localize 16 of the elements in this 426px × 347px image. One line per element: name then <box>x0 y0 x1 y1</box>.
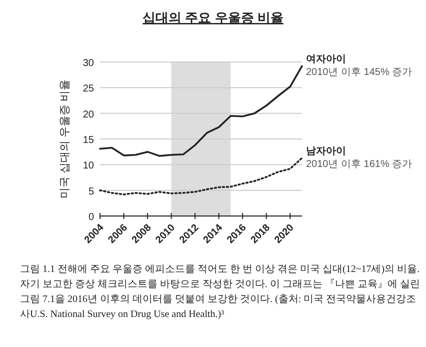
annotation: 2010년 이후 161% 증가 <box>306 158 412 170</box>
line-series <box>99 157 303 196</box>
caption: 그림 1.1 전해에 주요 우울증 에피소드를 적어도 한 번 이상 겪은 미국 십대(12~17세)의 비율. 자기 보고한 증상 체크리스트를 바탕으로 작성한 것이다. 이 그래프는 『나쁜 교육』에 실린 그림 7.1을 2016년 이후의 데이터를 덧붙여 보강한 것이다. (출처: 미국 전국약물사용건강조사U.S. National Survey on Drug Use and Health.)³ <box>20 263 420 322</box>
y-tick-label: 15 <box>82 135 94 146</box>
series-label: 남자아이 <box>306 146 346 157</box>
y-axis-title: 미국 십대의 우울증 비율 <box>59 79 71 199</box>
y-tick-label: 0 <box>88 212 94 223</box>
y-tick-label: 10 <box>82 160 94 172</box>
y-tick-label: 5 <box>88 186 94 198</box>
chart-title: 십대의 주요 우울증 비율 <box>142 10 284 25</box>
annotation: 2010년 이후 145% 증가 <box>306 67 412 78</box>
y-tick-label: 30 <box>82 58 94 69</box>
y-tick-label: 25 <box>82 84 94 95</box>
line-series <box>99 65 303 157</box>
series-label: 여자아이 <box>306 54 346 66</box>
y-tick-label: 20 <box>82 109 94 120</box>
